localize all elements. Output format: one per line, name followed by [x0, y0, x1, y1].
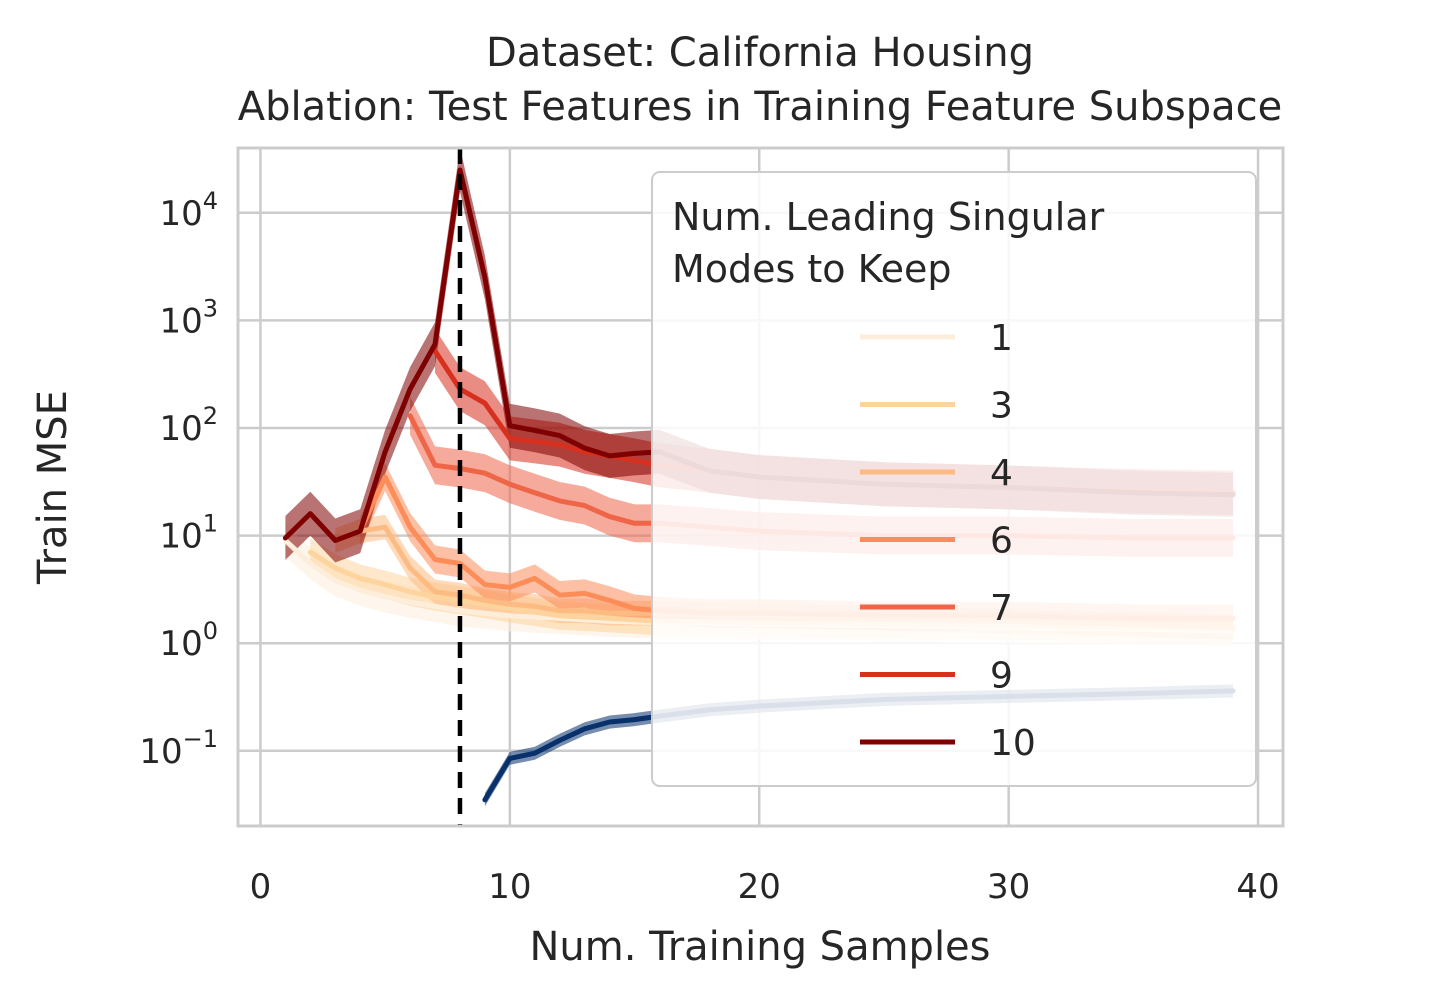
- legend-box: [651, 171, 1257, 787]
- x-tick-label: 20: [738, 867, 781, 907]
- legend-items: 1 3 4 6 7 9 10: [860, 318, 1036, 764]
- y-tick-label: 101: [159, 510, 218, 557]
- y-tick-label: 10−1: [139, 725, 218, 772]
- legend-label: 6: [990, 521, 1013, 562]
- legend-title-line: Num. Leading Singular: [672, 195, 1105, 239]
- legend-label: 10: [990, 723, 1036, 764]
- legend-label: 7: [990, 588, 1013, 629]
- y-tick-label: 104: [159, 187, 218, 234]
- x-tick-label: 40: [1236, 867, 1279, 907]
- legend-title-line: Modes to Keep: [672, 247, 952, 291]
- legend-label: 4: [990, 453, 1013, 494]
- y-tick-label: 102: [159, 402, 218, 449]
- legend-label: 1: [990, 318, 1013, 359]
- y-tick-label: 100: [159, 617, 218, 664]
- y-axis-label: Train MSE: [30, 390, 76, 585]
- legend-label: 3: [990, 386, 1013, 427]
- legend-title: Num. Leading Singular Modes to Keep: [672, 195, 1105, 291]
- legend-label: 9: [990, 656, 1013, 697]
- x-axis-ticks: 0 10 20 30 40: [250, 867, 1280, 907]
- legend: Num. Leading Singular Modes to Keep 1 3 4 6 7…: [651, 171, 1257, 787]
- x-tick-label: 30: [987, 867, 1030, 907]
- x-tick-label: 0: [250, 867, 272, 907]
- y-tick-label: 103: [159, 294, 218, 341]
- chart-subtitle: Ablation: Test Features in Training Feat…: [238, 84, 1282, 130]
- plot-frame: [236, 146, 1285, 828]
- series-band-6: [360, 463, 1234, 633]
- chart-title: Dataset: California Housing: [486, 30, 1034, 76]
- x-axis-label: Num. Training Samples: [529, 924, 990, 970]
- y-axis-ticks: 10−1 100 101 102 103 104: [139, 187, 218, 772]
- x-tick-label: 10: [488, 867, 531, 907]
